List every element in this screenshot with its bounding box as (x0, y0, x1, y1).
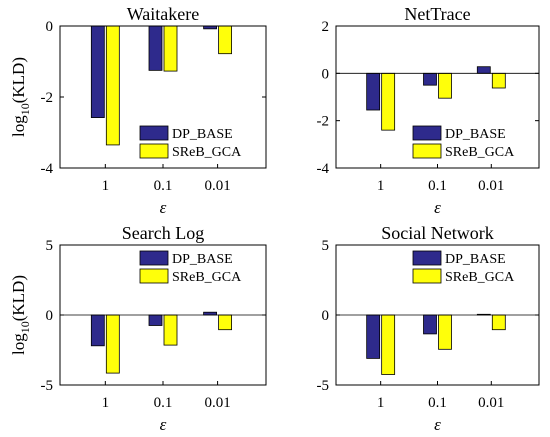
y-tick-label: 0 (46, 308, 54, 324)
bar-dp-base-1 (90, 314, 105, 347)
x-tick-label: 0.1 (428, 178, 447, 194)
x-tick-label: 0.01 (478, 178, 504, 194)
bar-dp-base-0.1 (148, 314, 163, 326)
x-tick-label: 1 (377, 395, 385, 411)
y-tick-label: -5 (317, 378, 330, 394)
chart-panel-3: 5 0 -5 1 0.1 0.01 Search Log ε log10(KLD) DP_BASE… (9, 223, 267, 434)
bar-dp-base-0.1 (423, 72, 437, 86)
legend-label-dp-base: DP_BASE (172, 252, 233, 267)
chart-panel-4: 5 0 -5 1 0.1 0.01 Social Network ε DP_BASE SReB_G… (317, 223, 540, 434)
bar-dp-base-0.01 (476, 66, 491, 74)
bar-sreb-gca-0.01 (218, 25, 232, 55)
y-tick-label: 2 (322, 19, 330, 35)
chart-title: NetTrace (404, 4, 470, 24)
y-tick-label: -4 (41, 161, 54, 177)
legend-swatch-sreb-gca (139, 268, 169, 284)
legend-swatch-sreb-gca (412, 143, 442, 159)
x-tick-label: 1 (102, 178, 110, 194)
y-axis-label-base: log (9, 333, 28, 355)
legend-swatch-dp-base (412, 125, 442, 141)
chart-title: Social Network (381, 223, 493, 243)
y-tick-label: 0 (46, 19, 54, 35)
x-axis-label: ε (434, 415, 441, 434)
y-axis-label-rest: (KLD) (9, 57, 28, 103)
x-axis-label: ε (434, 198, 441, 217)
y-axis-label: log10(KLD) (9, 275, 32, 355)
chart-title: Waitakere (127, 4, 200, 24)
legend-label-dp-base: DP_BASE (172, 127, 233, 142)
bar-sreb-gca-0.01 (491, 314, 506, 331)
legend-swatch-dp-base (139, 125, 169, 141)
bar-dp-base-0.1 (148, 25, 163, 71)
x-tick-label: 0.01 (478, 395, 504, 411)
x-tick-label: 0.01 (204, 178, 230, 194)
bar-dp-base-0.01 (203, 311, 217, 316)
legend-swatch-dp-base (412, 250, 442, 266)
bar-sreb-gca-1 (105, 25, 120, 146)
x-tick-label: 1 (377, 178, 385, 194)
bar-sreb-gca-0.01 (491, 72, 506, 89)
x-axis-label: ε (160, 198, 167, 217)
legend-label-sreb-gca: SReB_GCA (172, 145, 242, 160)
bar-dp-base-1 (366, 314, 381, 359)
legend: DP_BASE SReB_GCA (136, 122, 262, 164)
y-tick-label: -4 (317, 161, 330, 177)
x-tick-label: 0.01 (204, 395, 230, 411)
x-axis-label: ε (160, 415, 167, 434)
bar-sreb-gca-0.1 (163, 314, 178, 346)
y-tick-label: 0 (322, 308, 330, 324)
bar-sreb-gca-1 (381, 314, 396, 375)
legend-swatch-sreb-gca (139, 143, 169, 159)
bar-sreb-gca-0.01 (218, 314, 232, 331)
chart-panel-2: 2 0 -2 -4 1 0.1 0.01 NetTrace ε DP_BASE SReB_GCA (317, 4, 540, 217)
y-axis-label: log10(KLD) (9, 57, 32, 137)
x-tick-label: 0.1 (154, 178, 173, 194)
x-tick-label: 0.1 (154, 395, 173, 411)
y-axis-label-base: log (9, 115, 28, 137)
legend-label-sreb-gca: SReB_GCA (445, 270, 515, 285)
bar-sreb-gca-0.1 (163, 25, 178, 72)
chart-panel-1: 0 -2 -4 1 0.1 0.01 Waitakere ε log10(KLD) DP_BASE… (9, 4, 267, 217)
x-tick-label: 1 (102, 395, 110, 411)
y-tick-label: -5 (41, 378, 54, 394)
legend-label-dp-base: DP_BASE (445, 127, 506, 142)
y-tick-label: -2 (41, 90, 54, 106)
x-tick-label: 0.1 (428, 395, 447, 411)
legend: DP_BASE SReB_GCA (409, 247, 535, 289)
y-tick-label: -2 (317, 114, 330, 130)
bar-dp-base-1 (90, 25, 105, 118)
bar-dp-base-1 (366, 72, 381, 111)
legend: DP_BASE SReB_GCA (409, 122, 535, 164)
legend-label-dp-base: DP_BASE (445, 252, 506, 267)
y-axis-label-subscript: 10 (18, 103, 32, 115)
y-tick-label: 5 (46, 238, 54, 254)
bar-dp-base-0.1 (423, 314, 437, 335)
bar-sreb-gca-1 (105, 314, 120, 374)
bar-sreb-gca-0.1 (438, 314, 452, 350)
legend-label-sreb-gca: SReB_GCA (445, 145, 515, 160)
legend: DP_BASE SReB_GCA (136, 247, 262, 289)
bar-sreb-gca-0.1 (438, 72, 452, 99)
legend-swatch-dp-base (139, 250, 169, 266)
y-axis-label-subscript: 10 (18, 321, 32, 333)
chart-title: Search Log (122, 223, 204, 243)
legend-label-sreb-gca: SReB_GCA (172, 270, 242, 285)
y-tick-label: 5 (322, 238, 330, 254)
y-axis-label-rest: (KLD) (9, 275, 28, 321)
bar-sreb-gca-1 (381, 72, 396, 131)
legend-swatch-sreb-gca (412, 268, 442, 284)
y-tick-label: 0 (322, 66, 330, 82)
